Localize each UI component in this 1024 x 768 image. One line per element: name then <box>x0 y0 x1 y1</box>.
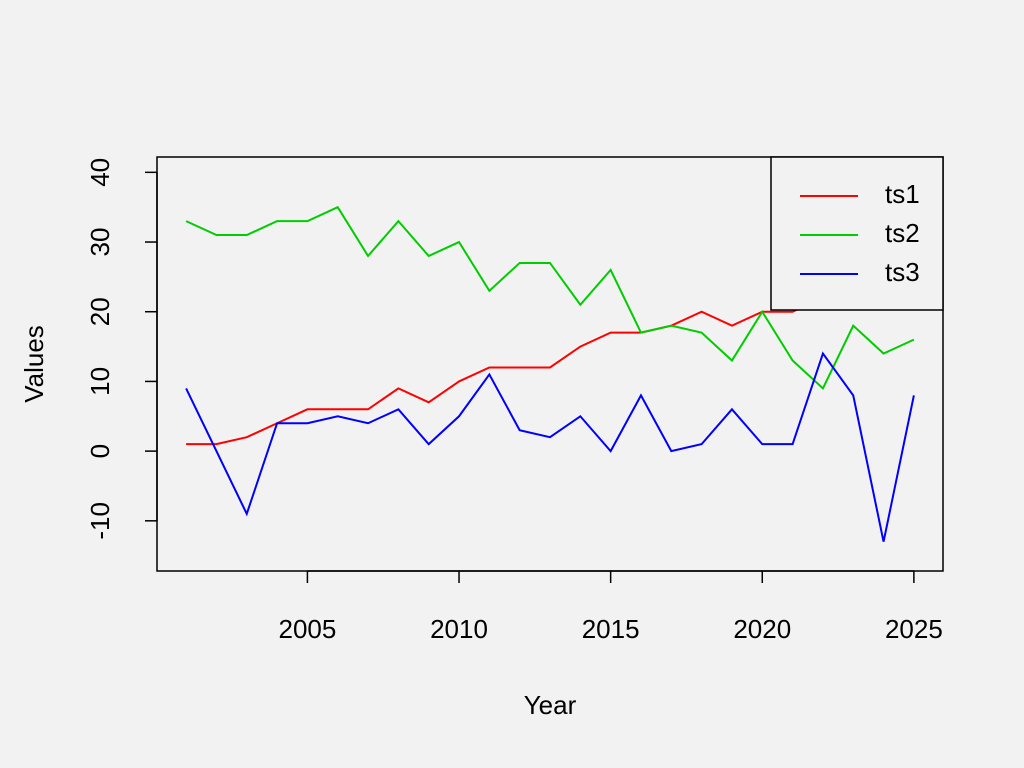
legend-box <box>770 156 944 311</box>
x-tick-label: 2010 <box>430 614 488 644</box>
y-tick-label: 10 <box>85 367 115 396</box>
legend-label: ts1 <box>885 179 920 209</box>
series-line <box>185 205 915 391</box>
x-tick-label: 2025 <box>885 614 943 644</box>
x-tick-label: 2005 <box>278 614 336 644</box>
series-line <box>186 268 915 446</box>
y-tick-label: 20 <box>85 297 115 326</box>
y-tick-label: -10 <box>85 502 115 540</box>
y-tick-label: 40 <box>85 158 115 187</box>
legend-label: ts2 <box>885 218 920 248</box>
plot-box <box>156 156 944 572</box>
x-tick-label: 2020 <box>733 614 791 644</box>
legend-label: ts3 <box>885 257 920 287</box>
x-axis-title: Year <box>524 690 577 720</box>
y-axis-title: Values <box>19 325 49 403</box>
x-tick-label: 2015 <box>582 614 640 644</box>
y-tick-label: 0 <box>85 444 115 458</box>
y-tick-label: 30 <box>85 228 115 257</box>
series-line <box>185 351 915 542</box>
